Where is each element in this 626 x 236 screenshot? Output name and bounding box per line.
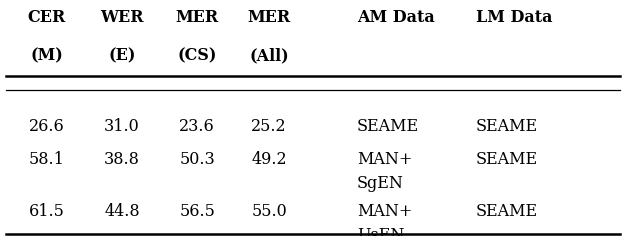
Text: MER: MER xyxy=(248,9,290,26)
Text: 44.8: 44.8 xyxy=(105,203,140,220)
Text: MAN+: MAN+ xyxy=(357,151,412,168)
Text: SEAME: SEAME xyxy=(476,151,538,168)
Text: UsEN: UsEN xyxy=(357,227,404,236)
Text: (All): (All) xyxy=(249,47,289,64)
Text: 56.5: 56.5 xyxy=(179,203,215,220)
Text: 50.3: 50.3 xyxy=(179,151,215,168)
Text: MER: MER xyxy=(176,9,218,26)
Text: 58.1: 58.1 xyxy=(29,151,65,168)
Text: WER: WER xyxy=(100,9,144,26)
Text: 38.8: 38.8 xyxy=(104,151,140,168)
Text: SgEN: SgEN xyxy=(357,175,404,192)
Text: 31.0: 31.0 xyxy=(104,118,140,135)
Text: (E): (E) xyxy=(108,47,136,64)
Text: SEAME: SEAME xyxy=(476,118,538,135)
Text: 55.0: 55.0 xyxy=(251,203,287,220)
Text: 26.6: 26.6 xyxy=(29,118,65,135)
Text: 49.2: 49.2 xyxy=(252,151,287,168)
Text: (M): (M) xyxy=(31,47,63,64)
Text: MAN+: MAN+ xyxy=(357,203,412,220)
Text: SEAME: SEAME xyxy=(357,118,419,135)
Text: CER: CER xyxy=(28,9,66,26)
Text: 25.2: 25.2 xyxy=(252,118,287,135)
Text: 23.6: 23.6 xyxy=(179,118,215,135)
Text: 61.5: 61.5 xyxy=(29,203,65,220)
Text: LM Data: LM Data xyxy=(476,9,552,26)
Text: AM Data: AM Data xyxy=(357,9,434,26)
Text: SEAME: SEAME xyxy=(476,203,538,220)
Text: (CS): (CS) xyxy=(178,47,217,64)
